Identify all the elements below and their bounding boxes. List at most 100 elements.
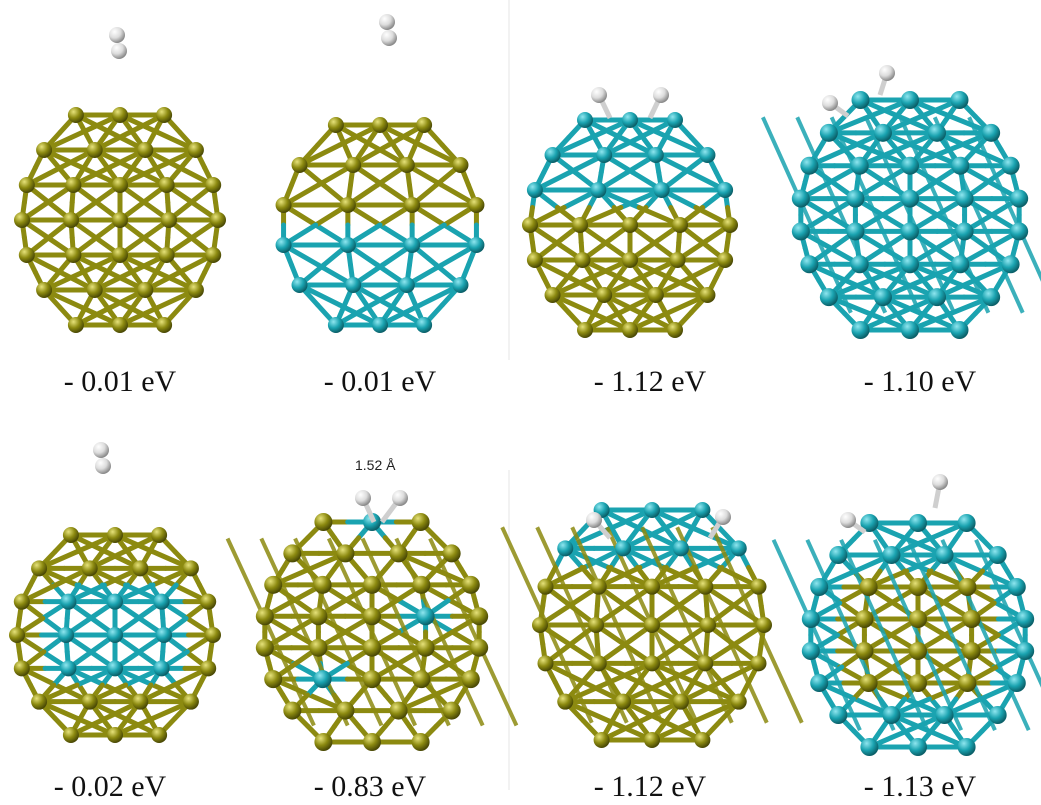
- gold-atom: [65, 177, 82, 193]
- adsorbed-hydrogen: [707, 509, 731, 540]
- cyan-atom: [851, 91, 870, 109]
- cyan-atom: [909, 738, 927, 756]
- hydrogen-atom: [822, 95, 838, 111]
- cluster-structure-2: [275, 14, 485, 333]
- gold-atom: [309, 607, 328, 626]
- cyan-atom: [829, 546, 848, 564]
- gold-atom: [411, 733, 430, 751]
- gold-atom: [107, 727, 123, 743]
- gold-atom: [205, 627, 221, 643]
- gold-atom: [107, 527, 123, 543]
- gold-atom: [522, 217, 538, 233]
- gold-atom: [470, 607, 489, 626]
- cyan-atom: [901, 91, 919, 109]
- cyan-atom: [694, 502, 711, 518]
- gold-atom: [363, 575, 381, 594]
- gold-atom: [264, 670, 283, 689]
- gold-atom: [112, 107, 128, 123]
- hydrogen-atom: [381, 30, 397, 46]
- adsorbed-hydrogen: [932, 474, 948, 509]
- atom-lattice: [225, 513, 519, 751]
- gold-atom: [442, 701, 461, 720]
- bond: [940, 538, 1031, 732]
- cyan-atom: [345, 277, 362, 293]
- cluster-panel-3: - 1.12 eV: [510, 0, 770, 400]
- cyan-atom: [1016, 642, 1035, 660]
- cyan-atom: [957, 514, 976, 532]
- cyan-atom: [372, 317, 388, 333]
- cyan-atom: [699, 147, 716, 163]
- gold-atom: [363, 670, 381, 689]
- adsorbed-hydrogen: [647, 87, 669, 120]
- bond: [967, 116, 1041, 282]
- gold-atom: [62, 527, 79, 543]
- gold-atom: [187, 142, 204, 158]
- bond: [872, 538, 964, 732]
- gold-atom: [132, 693, 149, 710]
- gold-atom: [13, 660, 30, 677]
- gold-atom: [398, 157, 415, 173]
- gold-atom: [309, 638, 328, 657]
- hydrogen-atom: [109, 27, 125, 43]
- cyan-atom: [416, 607, 435, 626]
- gold-atom: [590, 578, 607, 595]
- hydrogen-atom: [392, 490, 408, 506]
- cyan-atom: [928, 288, 947, 307]
- cyan-atom: [851, 321, 870, 339]
- bond: [761, 116, 853, 314]
- gold-atom: [14, 212, 30, 228]
- cluster-structure-5: [9, 442, 221, 743]
- cluster-structure-7: [500, 502, 804, 748]
- gold-atom: [36, 142, 53, 158]
- gold-atom: [67, 107, 84, 123]
- gold-atom: [18, 247, 35, 263]
- binding-energy-1: - 0.01 eV: [63, 365, 177, 398]
- bond: [795, 116, 888, 314]
- bond: [225, 537, 316, 727]
- gold-atom: [593, 732, 610, 748]
- gold-atom: [31, 560, 48, 577]
- gold-atom: [283, 701, 302, 720]
- cluster-panel-6: 1.52 Å - 0.83 eV: [225, 420, 519, 805]
- cluster-panel-2: - 0.01 eV: [250, 0, 510, 400]
- cyan-atom: [1007, 578, 1026, 596]
- binding-energy-3: - 1.12 eV: [593, 365, 707, 398]
- cyan-atom: [275, 237, 292, 253]
- cyan-atom: [935, 546, 954, 564]
- gold-atom: [452, 157, 469, 173]
- adsorbed-hydrogen: [591, 87, 613, 120]
- gold-atom: [717, 252, 734, 268]
- gold-atom: [411, 513, 430, 531]
- cyan-atom: [1010, 222, 1029, 241]
- gold-atom: [363, 607, 381, 626]
- gold-atom: [132, 560, 149, 577]
- gold-atom: [590, 655, 607, 672]
- gold-atom: [200, 593, 217, 610]
- atom-lattice: [275, 117, 485, 333]
- cyan-atom: [730, 540, 747, 557]
- gold-atom: [416, 117, 433, 133]
- bond: [326, 537, 418, 727]
- gold-atom: [588, 617, 604, 633]
- gold-atom: [461, 575, 480, 594]
- gold-atom: [537, 655, 554, 672]
- gold-atom: [644, 617, 660, 633]
- cyan-atom: [653, 182, 670, 198]
- gold-atom: [264, 575, 283, 594]
- cyan-atom: [882, 546, 901, 564]
- cyan-atom: [935, 706, 954, 724]
- gold-atom: [151, 527, 168, 543]
- cluster-structure-4: [761, 65, 1041, 339]
- cyan-atom: [860, 514, 879, 532]
- hydrogen-atom: [586, 512, 602, 528]
- gold-atom: [855, 642, 874, 660]
- gold-atom: [958, 578, 977, 596]
- atom-lattice: [500, 502, 804, 748]
- cluster-structure-3: [522, 87, 738, 338]
- cyan-atom: [860, 738, 879, 756]
- cyan-atom: [1016, 610, 1035, 628]
- gold-atom: [275, 197, 292, 213]
- inner-bonds: [761, 116, 1041, 314]
- hydrogen-atom: [653, 87, 669, 103]
- cyan-atom: [846, 222, 865, 241]
